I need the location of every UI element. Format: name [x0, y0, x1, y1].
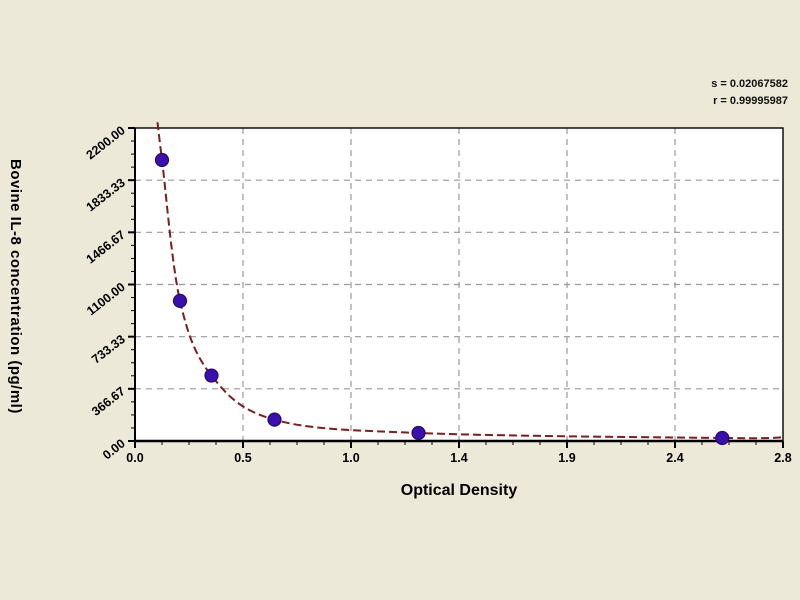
- y-tick-label: 1466.67: [84, 228, 128, 267]
- y-tick-label: 1833.33: [84, 175, 128, 214]
- y-tick-label: 733.33: [89, 332, 128, 367]
- y-tick-label: 1100.00: [84, 280, 128, 318]
- fit-stat-s: s = 0.02067582: [711, 78, 788, 90]
- data-point: [172, 293, 188, 308]
- x-axis-title: Optical Density: [400, 482, 518, 499]
- data-point: [204, 368, 219, 383]
- x-tick-label: 0.5: [234, 451, 251, 465]
- x-tick-label: 1.0: [342, 451, 359, 465]
- data-point: [411, 425, 426, 441]
- data-point: [154, 152, 170, 168]
- x-tick-label: 1.4: [450, 451, 467, 465]
- x-tick-label: 1.9: [558, 451, 575, 465]
- fit-stat-r: r = 0.99995987: [713, 95, 788, 107]
- y-tick-label: 2200.00: [84, 123, 128, 162]
- fit-statistics: s = 0.02067582 r = 0.99995987: [711, 76, 788, 110]
- data-point: [267, 412, 282, 427]
- y-tick-label: 366.67: [89, 384, 128, 419]
- x-tick-label: 2.4: [666, 451, 683, 465]
- y-tick-label: 0.00: [100, 436, 128, 462]
- x-tick-label: 2.8: [774, 451, 791, 465]
- data-point: [715, 430, 730, 446]
- x-tick-label: 0.0: [126, 451, 143, 465]
- y-axis-title: Bovine IL-8 concentration (pg/ml): [7, 158, 24, 414]
